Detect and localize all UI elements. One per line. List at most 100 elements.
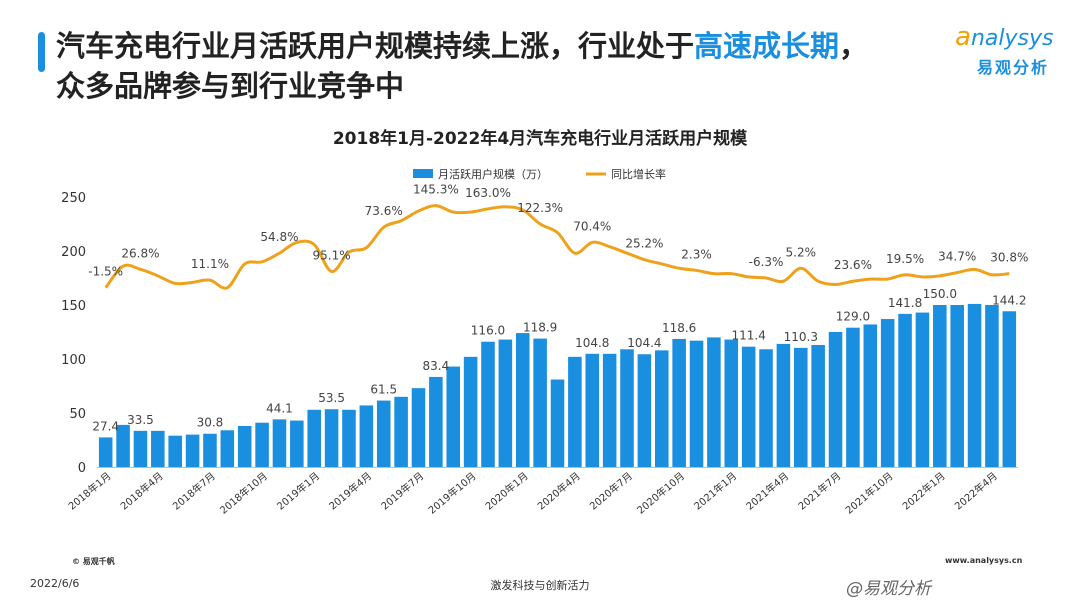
watermark-brand: @易观分析 [846, 579, 931, 599]
line-data-label: 163.0% [465, 186, 511, 200]
x-tick-label: 2018年7月 [170, 469, 218, 512]
bar [933, 305, 947, 467]
bar-data-label: 116.0 [471, 324, 505, 338]
y-tick-label: 100 [61, 353, 86, 368]
bar [585, 353, 600, 467]
bar [863, 324, 878, 467]
line-data-label: -1.5% [88, 265, 123, 279]
bar-data-label: 141.8 [888, 296, 922, 310]
bar [359, 405, 374, 467]
bar-data-label: 61.5 [370, 383, 397, 397]
bar [967, 303, 982, 467]
x-tick-label: 2020年1月 [483, 469, 531, 512]
bar [794, 347, 808, 467]
x-tick-label: 2021年4月 [743, 469, 791, 512]
bar [950, 305, 964, 467]
line-data-label: 73.6% [365, 204, 403, 218]
bar [776, 343, 791, 467]
bar-data-label: 110.3 [784, 330, 818, 344]
line-data-label: 23.6% [834, 258, 872, 272]
bar [515, 333, 530, 467]
line-data-label: 34.7% [938, 250, 976, 264]
headline-highlight: 高速成长期 [694, 29, 840, 63]
x-tick-label: 2018年4月 [118, 469, 166, 512]
source-note: © 易观千帆 [72, 557, 115, 566]
x-tick-label: 2021年10月 [843, 469, 896, 516]
growth-rate-line [104, 204, 1010, 290]
bar [880, 319, 895, 467]
bar-data-label: 44.1 [266, 401, 293, 415]
x-tick-label: 2019年7月 [378, 469, 426, 512]
bar [985, 305, 999, 467]
website-url: www.analysys.cn [945, 556, 1023, 565]
x-tick-label: 2020年10月 [634, 469, 687, 516]
bar-data-label: 27.4 [92, 419, 119, 433]
line-data-label: 70.4% [573, 219, 611, 233]
bar-data-label: 30.8 [197, 416, 224, 430]
bar [429, 376, 443, 467]
page-headline: 汽车充电行业月活跃用户规模持续上涨，行业处于高速成长期， 众多品牌参与到行业竞争… [56, 26, 956, 106]
bar [741, 346, 756, 467]
bar-data-label: 129.0 [836, 310, 870, 324]
bar-data-label: 33.5 [127, 413, 154, 427]
bar [1002, 311, 1017, 467]
bar [116, 424, 130, 467]
headline-line2: 众多品牌参与到行业竞争中 [56, 69, 405, 103]
x-tick-label: 2021年7月 [795, 469, 843, 512]
bar [411, 388, 426, 467]
bar-data-label: 150.0 [923, 287, 957, 301]
bar [898, 313, 912, 467]
bar [394, 396, 408, 467]
x-tick-label: 2022年1月 [900, 469, 948, 512]
x-tick-label: 2019年10月 [426, 469, 479, 516]
bar-data-label: 83.4 [422, 359, 449, 373]
bar [568, 356, 582, 467]
bar [255, 422, 269, 467]
y-tick-label: 250 [61, 191, 86, 206]
bar [290, 420, 304, 467]
bar [220, 430, 235, 467]
line-data-label: 54.8% [260, 230, 298, 244]
bar-data-label: 104.4 [627, 336, 661, 350]
bar [828, 332, 843, 467]
y-tick-label: 0 [78, 461, 86, 476]
x-tick-label: 2018年10月 [217, 469, 270, 516]
line-data-label: 30.8% [990, 251, 1028, 265]
analysys-logo: analysys 易观分析 [955, 22, 1065, 82]
bar [689, 340, 704, 467]
x-tick-label: 2020年7月 [587, 469, 635, 512]
bar-data-label: 53.5 [318, 391, 345, 405]
line-data-label: 145.3% [413, 183, 459, 197]
headline-part1: 汽车充电行业月活跃用户规模持续上涨，行业处于 [56, 29, 695, 63]
y-tick-label: 200 [61, 245, 86, 260]
x-tick-label: 2018年1月 [66, 469, 114, 512]
line-data-label: 26.8% [121, 246, 159, 260]
x-tick-label: 2021年1月 [691, 469, 739, 512]
bar [637, 354, 652, 467]
logo-wordmark: analysys [955, 22, 1054, 52]
bar-data-label: 144.2 [992, 293, 1026, 307]
bar [342, 409, 356, 467]
line-data-label: -6.3% [749, 255, 784, 269]
line-data-label: 95.1% [313, 249, 351, 263]
bar [133, 430, 148, 467]
chart-title: 2018年1月-2022年4月汽车充电行业月活跃用户规模 [332, 129, 748, 149]
bar [237, 425, 252, 467]
x-tick-label: 2020年4月 [535, 469, 583, 512]
bar [724, 339, 739, 467]
bar [533, 338, 547, 467]
legend-swatch-bar [413, 169, 433, 178]
legend-label-line: 同比增长率 [611, 167, 666, 181]
y-tick-label: 50 [69, 407, 86, 422]
bar-data-label: 118.6 [662, 321, 696, 335]
slogan: 激发科技与创新活力 [490, 579, 590, 592]
line-data-label: 122.3% [517, 201, 563, 215]
bar [307, 409, 321, 467]
bar [707, 337, 721, 467]
x-tick-label: 2022年4月 [952, 469, 1000, 512]
bar-data-label: 104.8 [575, 336, 609, 350]
bar [620, 349, 634, 467]
bar [602, 353, 617, 467]
legend-label-bar: 月活跃用户规模（万） [438, 167, 548, 181]
